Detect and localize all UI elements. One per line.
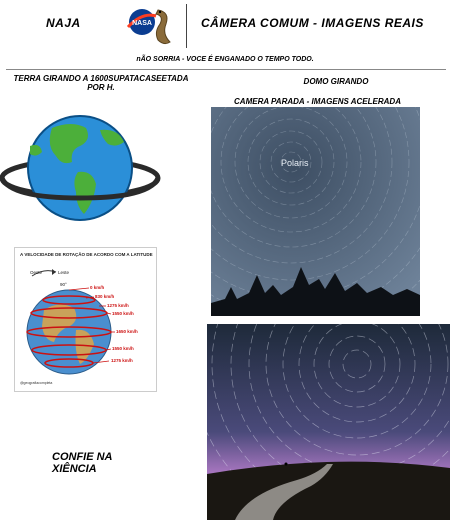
leader-line-4 <box>106 312 112 315</box>
distant-tree-icon <box>284 462 288 466</box>
star-trails-photo-polaris <box>211 107 420 316</box>
nasa-logo-text: NASA <box>132 20 152 27</box>
leader-line-1 <box>68 287 90 291</box>
latitude-globe-diagram <box>26 269 115 375</box>
speed-label-2: 1275 km/h <box>107 303 129 308</box>
latitude-line-1 <box>42 295 96 305</box>
leader-line-7 <box>92 360 110 364</box>
globe-land-island <box>30 144 42 156</box>
globe-land-europe <box>100 129 124 146</box>
latitude-globe <box>26 289 112 375</box>
left-caption: TERRA GIRANDO A 1600SUPATACASEETADA POR … <box>13 74 189 92</box>
footer-line-2: XIÊNCIA <box>52 463 97 475</box>
pole-degree-label: 90° <box>60 282 67 287</box>
right-caption-camera: CAMERA PARADA - IMAGENS ACELERADA <box>234 97 401 106</box>
leader-line-6 <box>105 348 112 351</box>
speed-label-1: 830 km/h <box>95 294 115 299</box>
subtitle: nÃO SORRIA - VOCE É ENGANADO O TEMPO TOD… <box>136 56 314 63</box>
speed-label-0: 0 km/h <box>90 285 105 290</box>
polaris-label: Polaris <box>281 158 309 168</box>
header-divider <box>186 4 187 48</box>
speed-label-4: 1650 km/h <box>116 329 138 334</box>
horizontal-divider <box>6 69 446 70</box>
speed-label-5: 1550 km/h <box>112 346 134 351</box>
nasa-logo: NASA <box>126 9 171 45</box>
snake-icon <box>155 9 171 45</box>
star-trails-photo-road <box>207 324 450 520</box>
globe-land-north-america <box>49 124 88 164</box>
snake-eye-icon <box>158 10 162 14</box>
west-label: Oeste <box>30 270 43 275</box>
header-right-title: CÂMERA COMUM - IMAGENS REAIS <box>201 16 424 30</box>
latitude-diagram-title: A VELOCIDADE DE ROTAÇÃO DE ACORDO COM A … <box>20 252 153 257</box>
spinning-earth-illustration <box>0 115 161 221</box>
leader-line-2 <box>85 296 95 299</box>
nasa-logo-swoosh <box>126 13 157 29</box>
speed-label-3: 1550 km/h <box>112 311 134 316</box>
right-caption-dome: DOMO GIRANDO <box>303 77 369 86</box>
header-left-title: NAJA <box>46 16 81 30</box>
latitude-globe-land <box>42 304 77 342</box>
footer-slogan: CONFIE NA XIÊNCIA <box>52 451 113 475</box>
orbit-ring-front <box>0 176 161 201</box>
rotation-arrowhead-icon <box>52 269 56 275</box>
speed-label-6: 1275 km/h <box>111 358 133 363</box>
east-label: Leste <box>58 270 70 275</box>
footer-line-1: CONFIE NA <box>52 451 113 463</box>
gravel-road <box>235 464 333 520</box>
star-trail-rings <box>211 107 420 316</box>
diagram-credit: @geografiacompleta <box>20 381 53 385</box>
tree-silhouette <box>211 267 420 316</box>
globe-land-south-america <box>74 171 96 214</box>
